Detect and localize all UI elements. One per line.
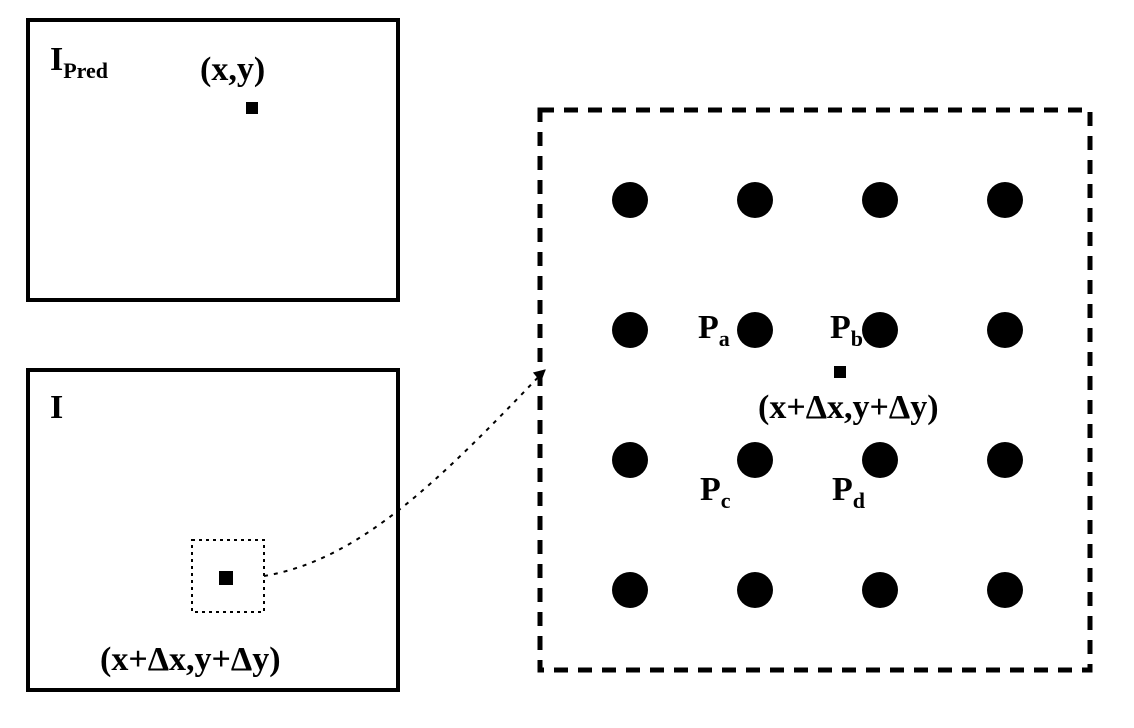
grid-dot	[862, 572, 898, 608]
grid-dot	[862, 312, 898, 348]
grid-dot	[987, 442, 1023, 478]
diagram-root: IPred (x,y) I (x+Δx,y+Δy) (x+Δx,y+Δy) Pa…	[0, 0, 1134, 728]
grid-dot	[987, 312, 1023, 348]
label-pd-main: P	[832, 471, 853, 508]
grid-dot	[612, 572, 648, 608]
box-i-title: I	[50, 389, 63, 426]
grid-dot	[737, 312, 773, 348]
label-pa-main: P	[698, 309, 719, 346]
grid-dot	[737, 182, 773, 218]
box-pred-title-sub: Pred	[63, 58, 108, 83]
box-i-coord-label: (x+Δx,y+Δy)	[100, 641, 281, 678]
grid-dot	[612, 442, 648, 478]
label-pd-sub: d	[853, 488, 865, 513]
box-pred-marker	[246, 102, 258, 114]
zoom-marker-label: (x+Δx,y+Δy)	[758, 389, 939, 426]
grid-dot	[987, 182, 1023, 218]
label-pa-sub: a	[719, 326, 730, 351]
grid-dot	[737, 442, 773, 478]
label-pc-main: P	[700, 471, 721, 508]
label-pb: Pb	[830, 309, 863, 351]
grid-dot	[612, 312, 648, 348]
label-pd: Pd	[832, 471, 865, 513]
grid-dot	[862, 442, 898, 478]
grid-dot	[987, 572, 1023, 608]
label-pc: Pc	[700, 471, 731, 513]
label-pb-sub: b	[851, 326, 863, 351]
zoom-connector	[264, 370, 545, 576]
label-pa: Pa	[698, 309, 730, 351]
box-pred-title-main: I	[50, 41, 63, 78]
grid-dot	[862, 182, 898, 218]
box-i-marker	[219, 571, 233, 585]
label-pb-main: P	[830, 309, 851, 346]
label-pc-sub: c	[721, 488, 731, 513]
grid-dot	[612, 182, 648, 218]
zoom-marker	[834, 366, 846, 378]
box-pred-title: IPred	[50, 41, 108, 83]
grid-dot	[737, 572, 773, 608]
box-pred-point-label: (x,y)	[200, 51, 265, 88]
